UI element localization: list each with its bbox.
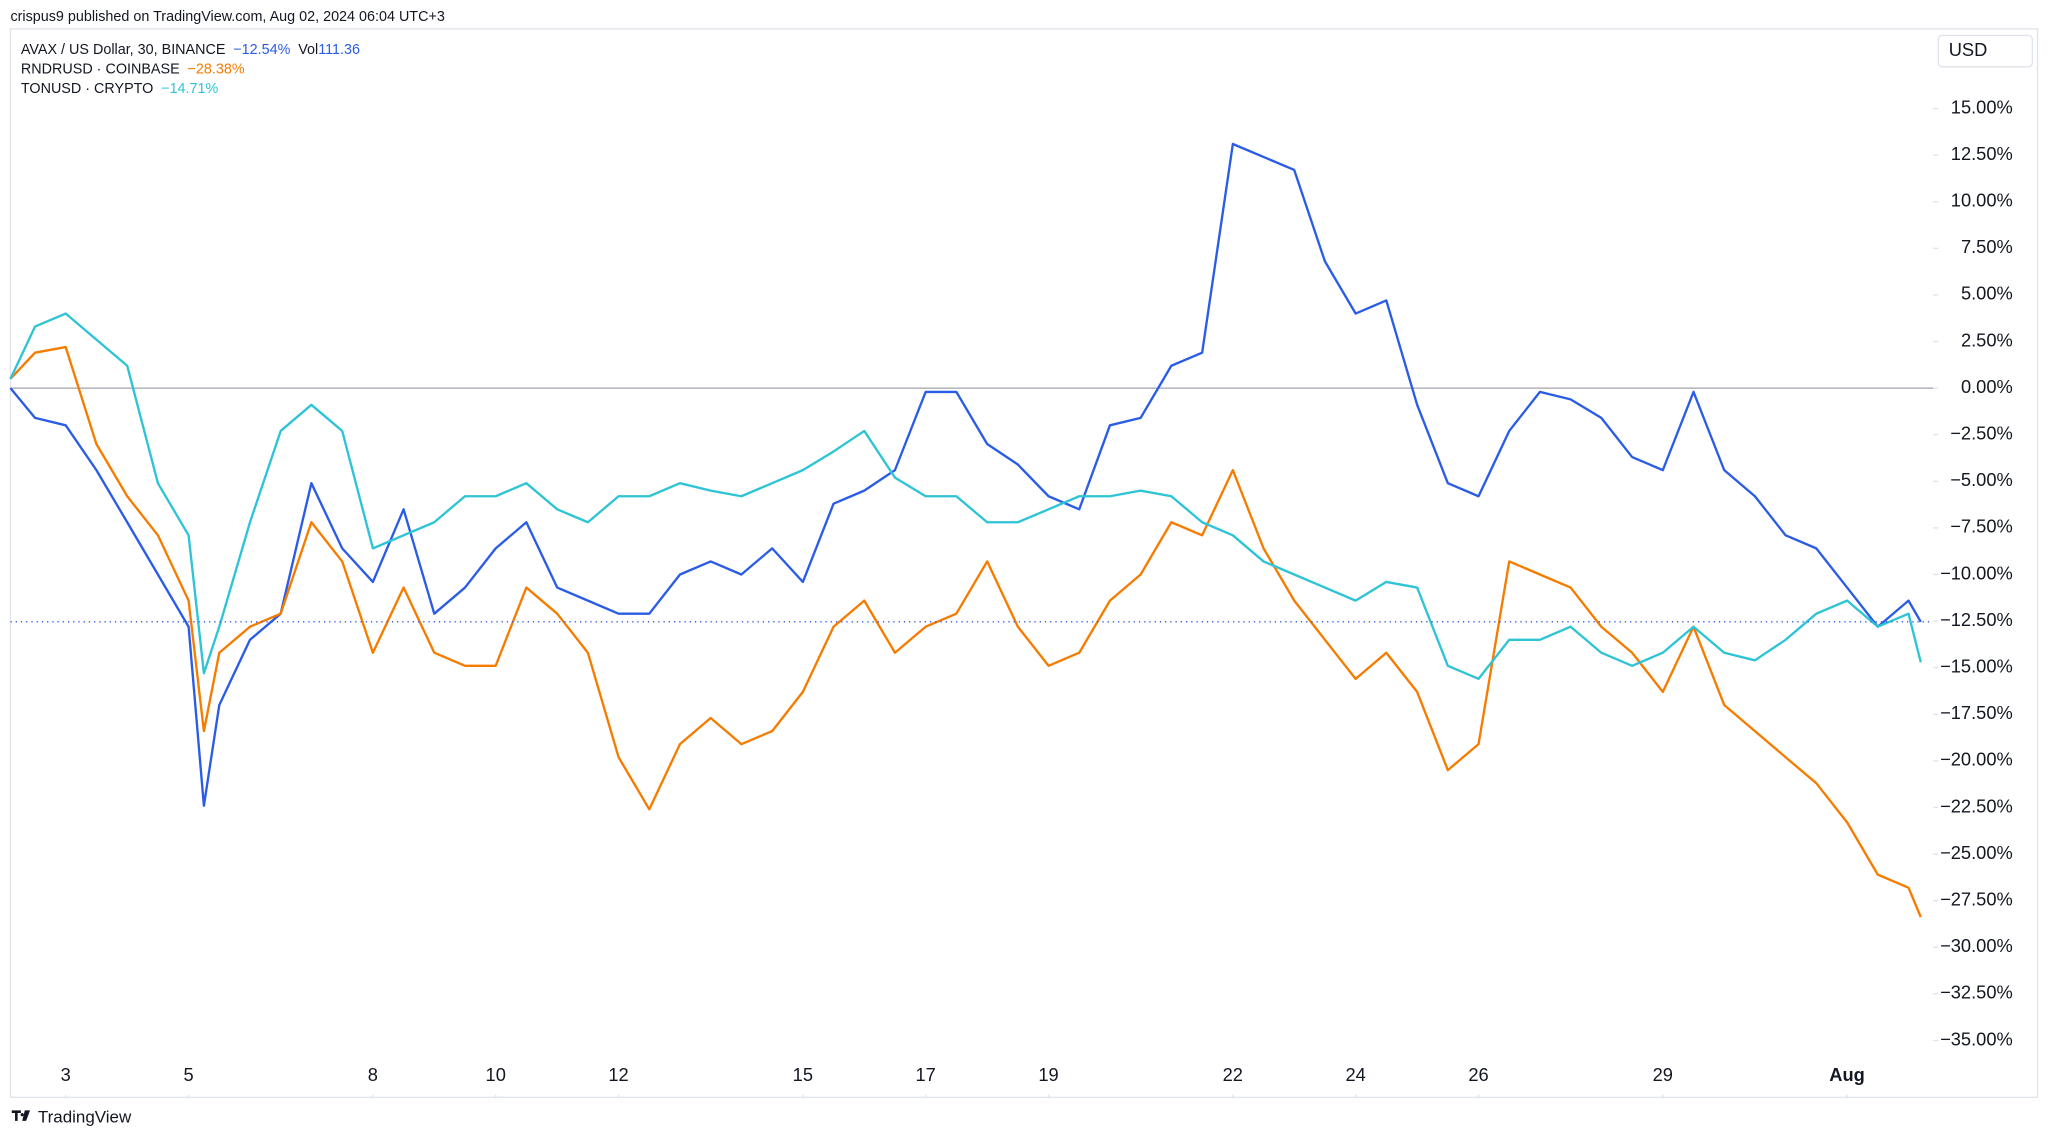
y-tick-label: 2.50% bbox=[1961, 329, 2013, 350]
legend-name: RNDRUSD · COINBASE bbox=[21, 61, 180, 77]
chart-frame bbox=[9, 28, 2039, 1098]
y-tick-label: −27.50% bbox=[1940, 889, 2013, 910]
y-tick-label: 0.00% bbox=[1961, 376, 2013, 397]
legend-name: TONUSD · CRYPTO bbox=[21, 81, 153, 97]
y-tick-label: −10.00% bbox=[1940, 562, 2013, 583]
y-tick-label: −15.00% bbox=[1940, 656, 2013, 677]
legend-entry: TONUSD · CRYPTO −14.71% bbox=[21, 81, 219, 97]
y-tick-label: −17.50% bbox=[1940, 702, 2013, 723]
x-tick-label: 26 bbox=[1468, 1064, 1488, 1085]
legend-entry: AVAX / US Dollar, 30, BINANCE −12.54% Vol1… bbox=[21, 42, 360, 58]
currency-box bbox=[1937, 34, 2033, 68]
header: crispus9 published on TradingView.com, A… bbox=[10, 9, 444, 25]
x-tick-label: 15 bbox=[793, 1064, 813, 1085]
y-tick-label: −32.50% bbox=[1940, 982, 2013, 1003]
y-tick-label: −12.50% bbox=[1940, 609, 2013, 630]
x-tick-label: 24 bbox=[1345, 1064, 1365, 1085]
x-tick-label: 29 bbox=[1653, 1064, 1673, 1085]
y-tick-label: 5.00% bbox=[1961, 283, 2013, 304]
y-tick-label: −35.00% bbox=[1940, 1028, 2013, 1049]
x-tick-label: 17 bbox=[916, 1064, 936, 1085]
legend-change: −28.38% bbox=[188, 61, 245, 77]
volume-label: Vol bbox=[298, 42, 318, 58]
y-tick-label: −25.00% bbox=[1940, 842, 2013, 863]
logo-mark bbox=[11, 1110, 31, 1121]
y-tick-label: 15.00% bbox=[1951, 96, 2013, 117]
legend-name: AVAX / US Dollar, 30, BINANCE bbox=[21, 42, 226, 58]
volume-value: 111.36 bbox=[318, 42, 360, 58]
x-tick-label: 12 bbox=[608, 1064, 628, 1085]
y-tick-label: −7.50% bbox=[1950, 516, 2012, 537]
x-tick-label: 3 bbox=[61, 1064, 71, 1085]
currency: USD bbox=[1949, 39, 1988, 60]
y-tick-label: 10.00% bbox=[1951, 190, 2013, 211]
brand: TradingView bbox=[38, 1108, 132, 1127]
x-tick-label: 5 bbox=[183, 1064, 193, 1085]
y-tick-label: 7.50% bbox=[1961, 236, 2013, 257]
x-tick-label: Aug bbox=[1829, 1064, 1865, 1085]
y-tick-label: −5.00% bbox=[1950, 469, 2012, 490]
series-line bbox=[9, 312, 1922, 681]
series-line bbox=[9, 345, 1922, 918]
y-tick-label: −22.50% bbox=[1940, 795, 2013, 816]
x-tick-label: 19 bbox=[1038, 1064, 1058, 1085]
y-tick-label: −2.50% bbox=[1950, 423, 2012, 444]
x-tick-label: 22 bbox=[1223, 1064, 1243, 1085]
x-tick-label: 10 bbox=[486, 1064, 506, 1085]
legend-change: −14.71% bbox=[161, 81, 218, 97]
legend-entry: RNDRUSD · COINBASE −28.38% bbox=[21, 61, 245, 77]
brand-logo bbox=[11, 1110, 31, 1121]
series-line bbox=[9, 142, 1922, 807]
y-tick-label: −20.00% bbox=[1940, 749, 2013, 770]
legend-change: −12.54% bbox=[233, 42, 290, 58]
y-tick-label: 12.50% bbox=[1951, 143, 2013, 164]
x-tick-label: 8 bbox=[368, 1064, 378, 1085]
y-tick-label: −30.00% bbox=[1940, 935, 2013, 956]
